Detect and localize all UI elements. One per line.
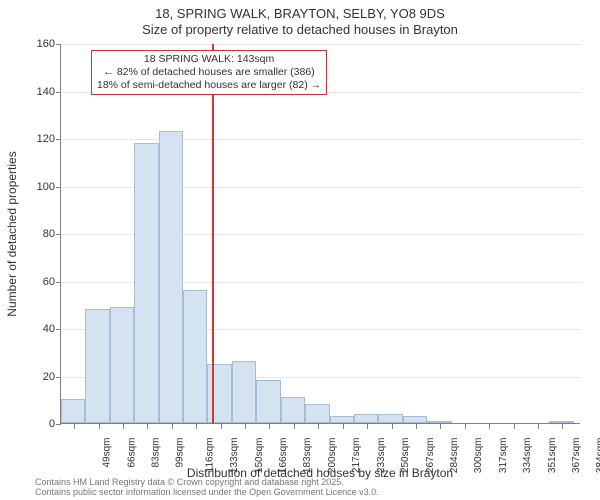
xtick-mark bbox=[440, 424, 441, 429]
xtick-mark bbox=[74, 424, 75, 429]
xtick-mark bbox=[245, 424, 246, 429]
ytick-mark bbox=[56, 187, 61, 188]
ytick-label: 0 bbox=[15, 418, 55, 430]
xtick-label: 66sqm bbox=[126, 438, 137, 468]
xtick-mark bbox=[416, 424, 417, 429]
annotation-box: 18 SPRING WALK: 143sqm← 82% of detached … bbox=[91, 50, 327, 95]
histogram-chart: 18, SPRING WALK, BRAYTON, SELBY, YO8 9DS… bbox=[0, 0, 600, 500]
histogram-bar bbox=[85, 309, 109, 423]
chart-title-line2: Size of property relative to detached ho… bbox=[0, 22, 600, 37]
ytick-label: 140 bbox=[15, 86, 55, 98]
xtick-label: 99sqm bbox=[175, 438, 186, 468]
histogram-bar bbox=[281, 397, 305, 423]
xtick-mark bbox=[465, 424, 466, 429]
xtick-mark bbox=[147, 424, 148, 429]
ytick-mark bbox=[56, 282, 61, 283]
histogram-bar bbox=[378, 414, 402, 424]
xtick-mark bbox=[99, 424, 100, 429]
xtick-mark bbox=[172, 424, 173, 429]
xtick-label: 384sqm bbox=[596, 438, 600, 474]
xtick-mark bbox=[294, 424, 295, 429]
histogram-bar bbox=[134, 143, 158, 423]
xtick-mark bbox=[538, 424, 539, 429]
ytick-mark bbox=[56, 139, 61, 140]
histogram-bar bbox=[403, 416, 427, 423]
annotation-line2: ← 82% of detached houses are smaller (38… bbox=[97, 66, 321, 79]
histogram-bar bbox=[183, 290, 207, 423]
xtick-mark bbox=[269, 424, 270, 429]
ytick-label: 120 bbox=[15, 133, 55, 145]
annotation-line1: 18 SPRING WALK: 143sqm bbox=[97, 53, 321, 66]
xtick-mark bbox=[318, 424, 319, 429]
gridline-h bbox=[61, 44, 581, 45]
histogram-bar bbox=[256, 380, 280, 423]
xtick-mark bbox=[392, 424, 393, 429]
ytick-mark bbox=[56, 424, 61, 425]
xtick-label: 49sqm bbox=[102, 438, 113, 468]
ytick-label: 80 bbox=[15, 228, 55, 240]
xtick-mark bbox=[123, 424, 124, 429]
ytick-label: 100 bbox=[15, 181, 55, 193]
histogram-bar bbox=[305, 404, 329, 423]
histogram-bar bbox=[427, 421, 451, 423]
histogram-bar bbox=[61, 399, 85, 423]
histogram-bar bbox=[330, 416, 354, 423]
ytick-label: 20 bbox=[15, 371, 55, 383]
histogram-bar bbox=[232, 361, 256, 423]
ytick-label: 160 bbox=[15, 38, 55, 50]
xtick-mark bbox=[196, 424, 197, 429]
gridline-h bbox=[61, 139, 581, 140]
footer-line2: Contains public sector information licen… bbox=[35, 488, 379, 498]
ytick-mark bbox=[56, 92, 61, 93]
ytick-mark bbox=[56, 329, 61, 330]
ytick-label: 60 bbox=[15, 276, 55, 288]
ytick-mark bbox=[56, 234, 61, 235]
attribution-footer: Contains HM Land Registry data © Crown c… bbox=[35, 478, 379, 498]
marker-line bbox=[212, 44, 214, 424]
xtick-mark bbox=[489, 424, 490, 429]
ytick-mark bbox=[56, 377, 61, 378]
xtick-label: 83sqm bbox=[151, 438, 162, 468]
chart-title-line1: 18, SPRING WALK, BRAYTON, SELBY, YO8 9DS bbox=[0, 6, 600, 21]
xtick-mark bbox=[562, 424, 563, 429]
histogram-bar bbox=[549, 421, 573, 423]
xtick-mark bbox=[221, 424, 222, 429]
plot-area: 02040608010012014016049sqm66sqm83sqm99sq… bbox=[60, 44, 580, 424]
ytick-label: 40 bbox=[15, 323, 55, 335]
histogram-bar bbox=[159, 131, 183, 423]
xtick-mark bbox=[343, 424, 344, 429]
xtick-mark bbox=[514, 424, 515, 429]
histogram-bar bbox=[354, 414, 378, 424]
annotation-line3: 18% of semi-detached houses are larger (… bbox=[97, 79, 321, 92]
ytick-mark bbox=[56, 44, 61, 45]
xtick-mark bbox=[367, 424, 368, 429]
histogram-bar bbox=[110, 307, 134, 423]
